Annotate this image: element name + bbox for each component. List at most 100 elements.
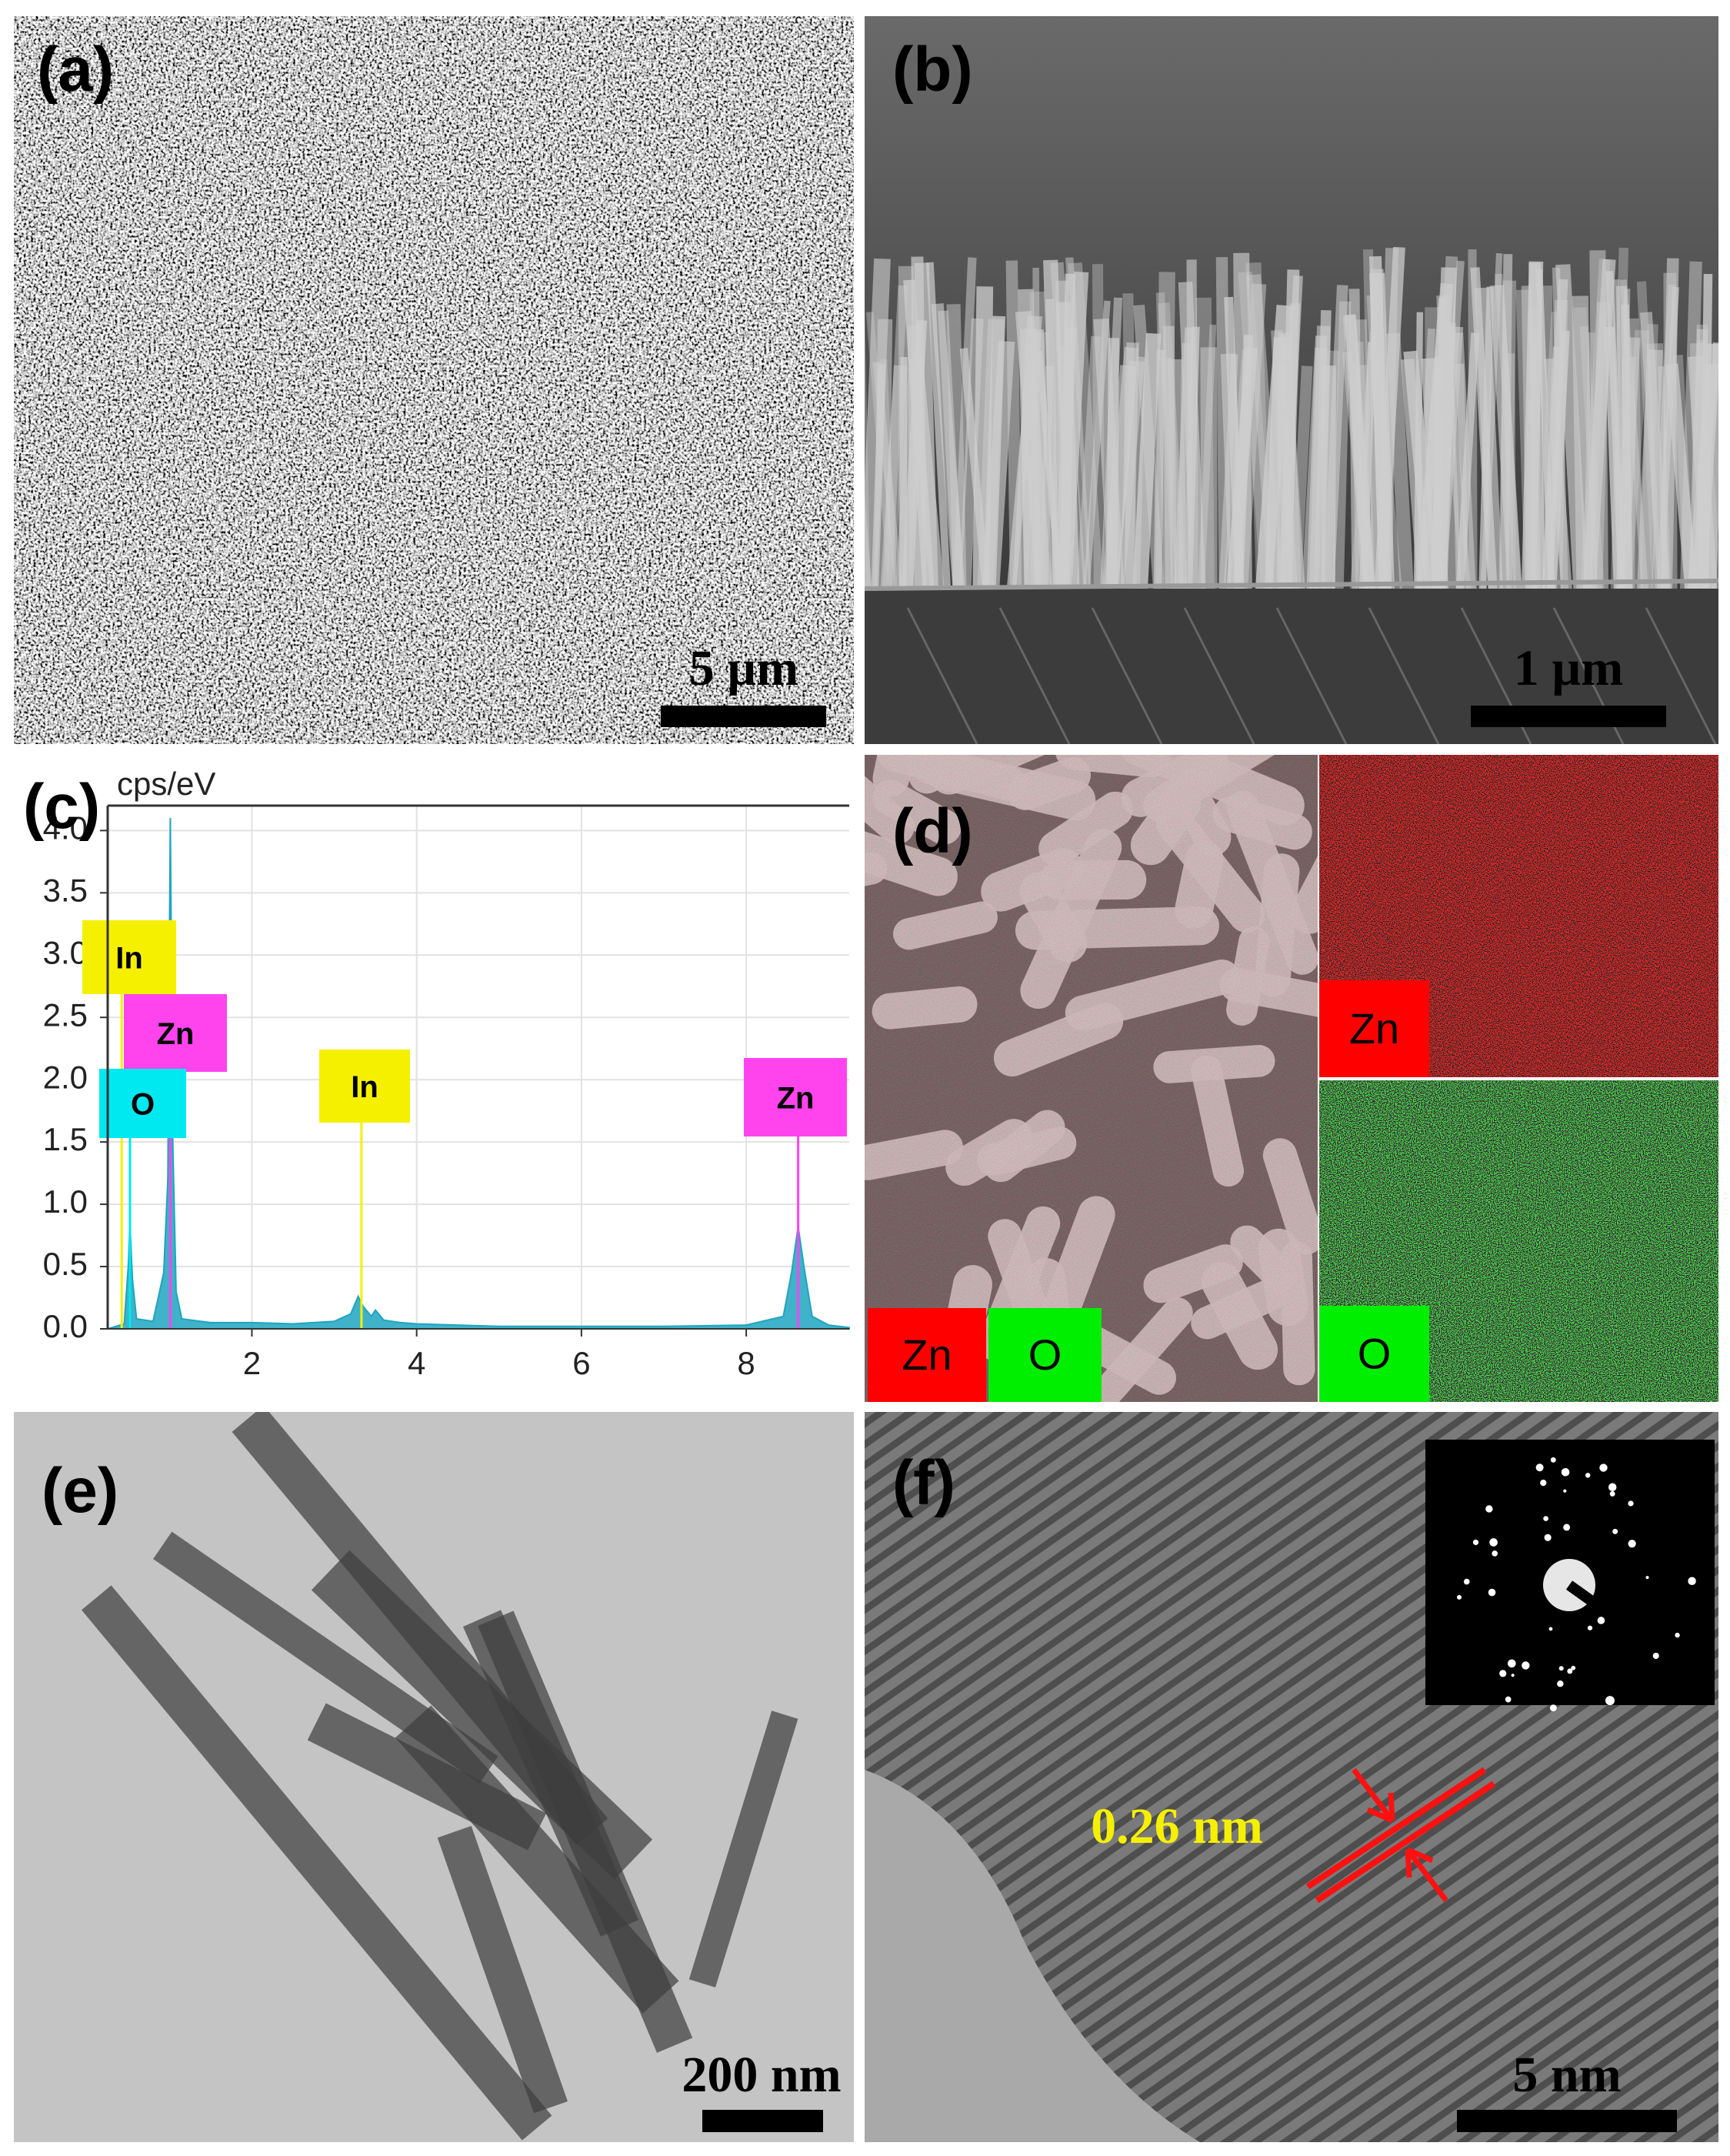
y-tick-label: 3.5 [43,872,88,908]
diffraction-spot [1485,1505,1493,1513]
lattice-spacing: 0.26 nm [1091,1798,1263,1854]
nanorod [1533,330,1542,593]
nanorod [1158,302,1188,593]
y-tick-label: 0.0 [43,1308,88,1344]
nanorod [437,1826,568,2114]
map-label: O [1028,1330,1062,1379]
diffraction-spot [1645,1576,1649,1580]
element-label: Zn [777,1082,815,1116]
x-tick-label: 2 [243,1345,261,1381]
nanorod [1354,341,1373,593]
diffraction-spot [1488,1588,1496,1597]
nanorod [1499,254,1513,593]
diffraction-spot [1492,1550,1498,1557]
panel-label: (e) [42,1456,118,1526]
diffraction-spot [1499,1670,1507,1677]
element-label: In [351,1070,378,1104]
element-box [124,994,227,1072]
nanorod [1498,280,1517,593]
nanorod [1238,272,1275,593]
panel-label: (d) [892,796,973,866]
nanorod [1572,295,1593,593]
diffraction-spot [1628,1500,1634,1507]
element-label: O [131,1088,155,1122]
diffraction-spot [1688,1577,1696,1585]
cleave-line [1645,607,1717,744]
element-box [744,1058,847,1136]
nanorod [865,258,891,593]
nanorod [1344,314,1375,593]
nanorod [902,319,928,593]
nanorod [1200,347,1218,593]
diffraction-spot [1535,1463,1544,1472]
panel-label: (c) [23,772,100,842]
nanorod [1636,281,1662,593]
y-tick-label: 2.0 [43,1059,88,1095]
y-tick-label: 3.0 [43,934,88,970]
diffraction-spot [1628,1540,1636,1548]
scale-bar-label: 200 nm [682,2047,841,2103]
beam-stop [1565,1580,1627,1628]
nanorod [1615,285,1633,593]
diffraction-spot [1605,1696,1615,1706]
y-tick-label: 1.0 [43,1183,88,1220]
micrograph-a [14,16,854,744]
panel-label: (f) [892,1448,955,1518]
diffraction-spot [1549,1704,1557,1712]
diffraction-spot [1558,1666,1564,1671]
nanorod [1160,357,1185,593]
nanorod [1162,325,1177,593]
nanorod [307,1703,547,1851]
diffraction-spot [1608,1483,1617,1492]
nanorod [1155,272,1175,593]
nanorod [1415,297,1448,593]
scale-bar-label: 1 µm [1514,640,1624,696]
nanorod [1029,291,1047,593]
map-label-box [1319,980,1429,1077]
map-label-box [988,1308,1102,1402]
panel-d: Zn O Zn O (d) [865,755,1718,1402]
diffraction-spot [1563,1489,1567,1493]
diffraction-spot [1472,1539,1479,1546]
nanorod [1132,332,1162,593]
nanorod [1434,322,1456,593]
panel-label: (a) [37,35,114,105]
y-tick-label: 4.0 [43,809,88,846]
diffraction-spot [1599,1463,1608,1472]
diffraction-spot [1456,1594,1462,1600]
nanorod [1374,246,1405,593]
scale-bar [661,706,826,727]
scale-bar-label: 5 µm [689,640,799,696]
diffraction-spot [1567,1668,1573,1674]
diffraction-spot [1540,1479,1547,1487]
nanorod [1656,286,1679,593]
nanorod [874,319,893,593]
zn-overlay [865,755,1318,1402]
cleave-line [1368,607,1440,744]
arrow [1352,1767,1395,1824]
nanorod [1184,326,1200,593]
map-label-box [1319,1306,1429,1402]
nanorod [82,1585,552,2141]
panel-e: 200 nm (e) [14,1412,854,2142]
map-label: Zn [902,1330,952,1379]
diffraction-spot [1587,1625,1593,1630]
diffraction-spot [1675,1632,1680,1638]
diffraction-spot [1563,1524,1571,1531]
nanorod [880,365,908,593]
nanorod [1604,326,1624,593]
cleave-line [906,607,978,744]
map-label: O [1358,1329,1392,1377]
nanorod [1451,363,1469,593]
diffraction-spot [1609,1490,1615,1497]
scale-bar [1471,706,1666,727]
diffraction-spot [1505,1696,1512,1703]
nanorod [1687,363,1718,593]
amorphous-region [865,1770,1200,2142]
nanorod [1589,250,1609,593]
nanorod [1032,267,1042,593]
nanorod [865,310,871,593]
element-box [82,920,176,994]
nanorod [1039,365,1054,593]
